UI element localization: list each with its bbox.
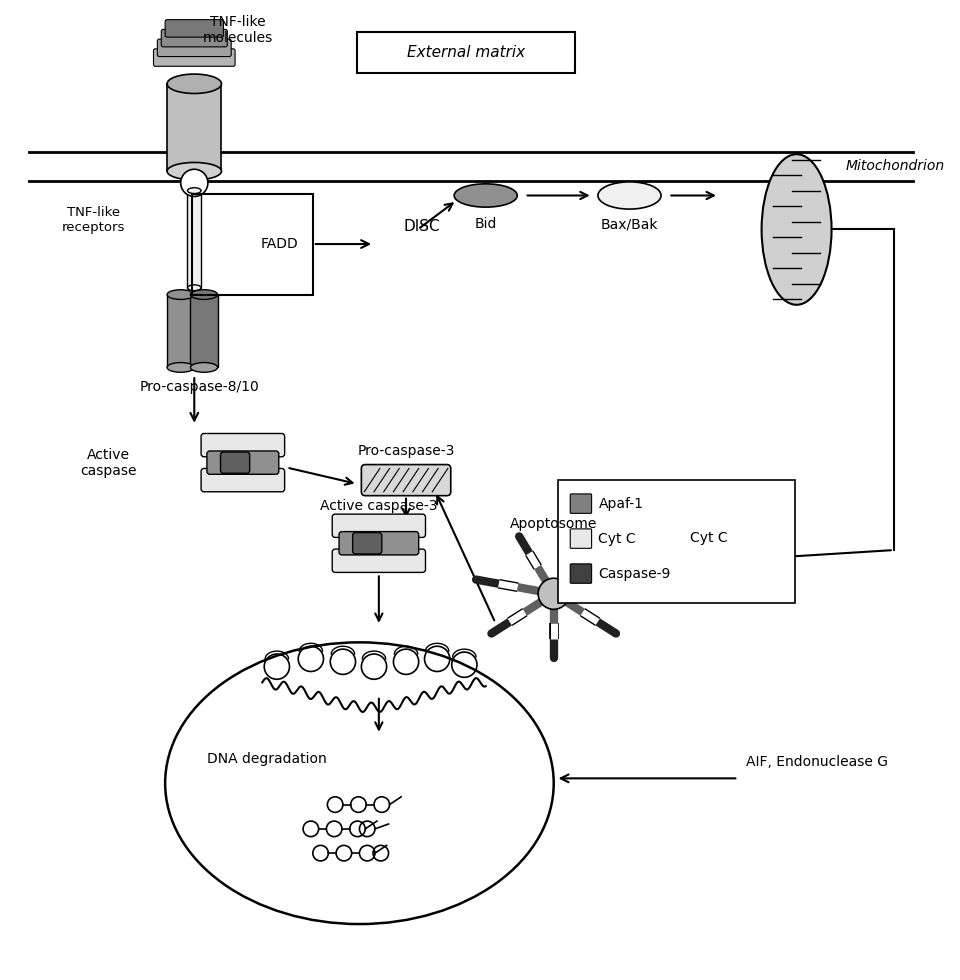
FancyBboxPatch shape — [154, 49, 235, 67]
Ellipse shape — [167, 163, 222, 180]
FancyBboxPatch shape — [570, 529, 591, 549]
Text: DNA degradation: DNA degradation — [207, 752, 327, 766]
FancyBboxPatch shape — [161, 29, 228, 47]
Ellipse shape — [598, 182, 661, 209]
FancyBboxPatch shape — [332, 549, 425, 572]
Ellipse shape — [167, 74, 222, 93]
FancyBboxPatch shape — [339, 531, 419, 555]
Text: Apoptosome: Apoptosome — [510, 516, 597, 530]
Text: Apaf-1: Apaf-1 — [598, 497, 643, 511]
Ellipse shape — [761, 154, 831, 305]
FancyBboxPatch shape — [165, 20, 224, 37]
Ellipse shape — [167, 363, 194, 372]
Text: Active
caspase: Active caspase — [81, 448, 137, 477]
Bar — [187, 191, 201, 288]
Text: TNF-like
receptors: TNF-like receptors — [61, 206, 125, 234]
Circle shape — [539, 578, 569, 610]
FancyBboxPatch shape — [361, 465, 451, 496]
FancyBboxPatch shape — [221, 452, 250, 473]
Bar — [167, 83, 222, 172]
Text: Cyt C: Cyt C — [598, 531, 636, 546]
FancyBboxPatch shape — [357, 32, 575, 74]
Ellipse shape — [187, 285, 201, 291]
Text: Mitochondrion: Mitochondrion — [845, 160, 945, 173]
Text: Pro-caspase-3: Pro-caspase-3 — [357, 444, 455, 458]
Ellipse shape — [454, 184, 517, 207]
FancyBboxPatch shape — [558, 480, 795, 604]
Text: Pro-caspase-8/10: Pro-caspase-8/10 — [139, 380, 259, 394]
Text: Caspase-9: Caspase-9 — [598, 566, 671, 580]
Text: Active caspase-3: Active caspase-3 — [320, 499, 438, 514]
Ellipse shape — [190, 363, 218, 372]
FancyBboxPatch shape — [570, 494, 591, 514]
FancyBboxPatch shape — [157, 39, 231, 57]
Ellipse shape — [190, 290, 218, 300]
Text: Bax/Bak: Bax/Bak — [601, 218, 659, 232]
FancyBboxPatch shape — [201, 433, 284, 457]
FancyBboxPatch shape — [570, 564, 591, 583]
Text: Bid: Bid — [474, 217, 497, 231]
FancyBboxPatch shape — [352, 532, 382, 554]
Text: AIF, Endonuclease G: AIF, Endonuclease G — [746, 755, 888, 768]
Bar — [190, 295, 218, 368]
Text: External matrix: External matrix — [407, 45, 525, 60]
Text: FADD: FADD — [260, 237, 299, 251]
Text: Cyt C: Cyt C — [689, 531, 728, 545]
Text: TNF-like
molecules: TNF-like molecules — [203, 16, 274, 45]
Ellipse shape — [187, 188, 201, 193]
Ellipse shape — [167, 290, 194, 300]
Text: DISC: DISC — [403, 220, 440, 234]
Bar — [167, 295, 194, 368]
Circle shape — [180, 170, 208, 196]
FancyBboxPatch shape — [201, 468, 284, 492]
FancyBboxPatch shape — [332, 514, 425, 537]
FancyBboxPatch shape — [207, 451, 278, 474]
